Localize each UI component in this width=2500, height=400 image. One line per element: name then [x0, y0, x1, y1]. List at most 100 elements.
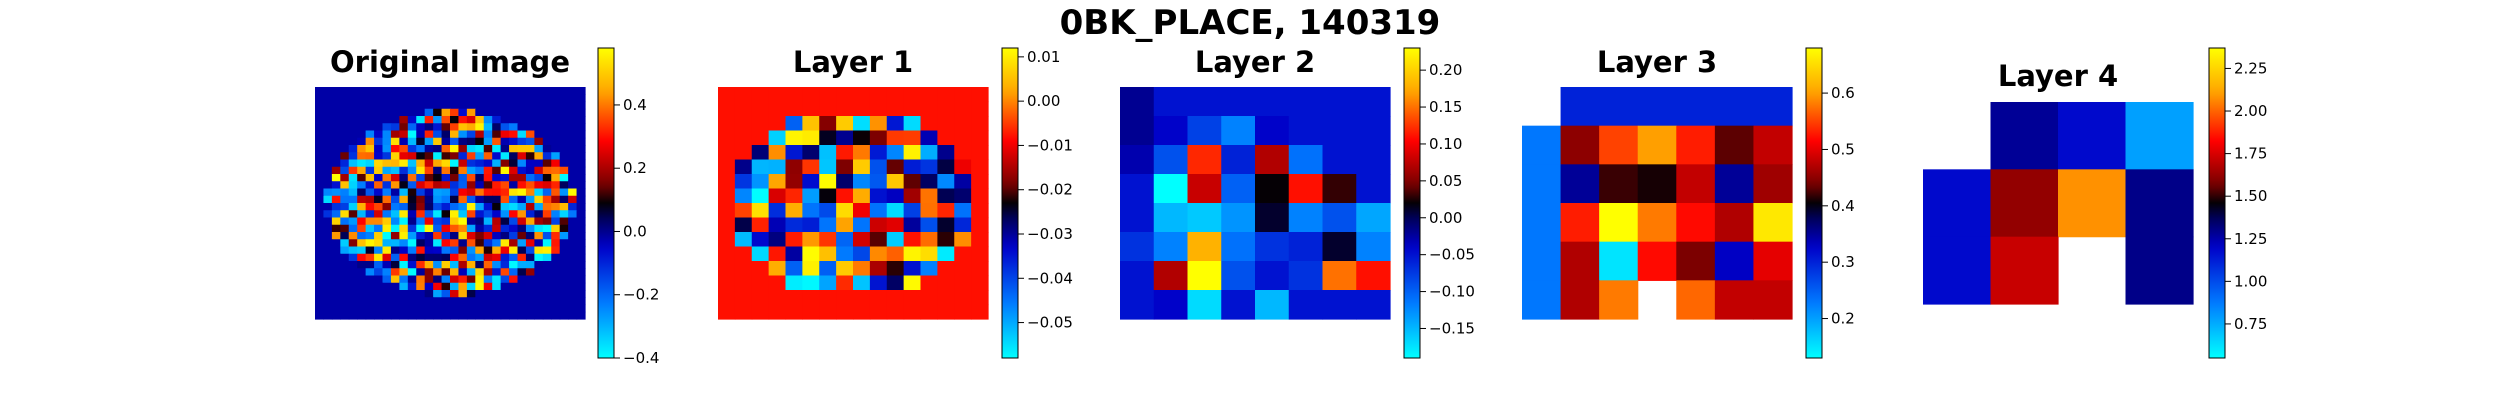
heatmap-cell	[492, 108, 502, 117]
colorbar-tick-label: −0.03	[1027, 225, 1073, 243]
heatmap-cell	[568, 166, 578, 175]
heatmap-cell	[920, 101, 938, 117]
heatmap-cell	[517, 137, 527, 146]
panel-2: Layer 1 0.01 0.00 −0.01 −0.02 −0.03 −0.04 −0.05	[718, 45, 1073, 359]
heatmap-cell	[525, 152, 535, 161]
heatmap-cell	[920, 217, 938, 233]
heatmap-cell	[424, 232, 434, 240]
heatmap-cell	[340, 217, 350, 226]
heatmap-cell	[441, 311, 451, 320]
heatmap-cell	[374, 217, 384, 226]
heatmap-cell	[323, 195, 333, 204]
heatmap-cell	[551, 268, 561, 277]
heatmap-cell	[920, 116, 938, 132]
heatmap-cell	[492, 246, 502, 255]
heatmap-cell	[751, 159, 770, 175]
heatmap-cell	[374, 101, 384, 110]
heatmap-cell	[768, 101, 787, 117]
heatmap-cell	[433, 297, 443, 306]
heatmap-cell	[1221, 203, 1256, 233]
heatmap-cell	[357, 181, 367, 190]
heatmap-cell	[1187, 174, 1222, 204]
heatmap-cell	[1187, 261, 1222, 291]
heatmap-cell	[315, 290, 325, 298]
heatmap-cell	[348, 130, 358, 139]
heatmap-cell	[500, 181, 510, 190]
heatmap-cell	[492, 188, 502, 197]
heatmap-cell	[416, 166, 426, 175]
heatmap-cell	[920, 159, 938, 175]
heatmap-cell	[433, 253, 443, 262]
heatmap-cell	[2125, 102, 2194, 170]
heatmap-cell	[525, 101, 535, 110]
heatmap-cell	[492, 152, 502, 161]
heatmap-cell	[416, 311, 426, 320]
heatmap-cell	[357, 232, 367, 240]
heatmap-cell	[399, 304, 409, 313]
heatmap-cell	[500, 232, 510, 240]
heatmap-cell	[365, 137, 375, 146]
heatmap-cell	[920, 188, 938, 204]
heatmap-cell	[525, 261, 535, 269]
heatmap-cell	[483, 297, 493, 306]
heatmap-cell	[517, 253, 527, 262]
heatmap-cell	[551, 87, 561, 95]
heatmap-cell	[357, 188, 367, 197]
heatmap-cell	[475, 246, 485, 255]
heatmap-cell	[390, 282, 400, 291]
heatmap-cell	[348, 232, 358, 240]
heatmap-cell	[517, 101, 527, 110]
heatmap-cell	[1599, 241, 1639, 281]
heatmap-cell	[534, 152, 544, 161]
heatmap-cell	[424, 203, 434, 211]
heatmap-cell	[390, 174, 400, 182]
heatmap-cell	[331, 87, 341, 95]
heatmap-cell	[382, 290, 392, 298]
heatmap-cell	[534, 311, 544, 320]
heatmap-cell	[937, 116, 955, 132]
heatmap-cell	[390, 275, 400, 284]
heatmap-cell	[357, 94, 367, 103]
heatmap-cell	[500, 290, 510, 298]
heatmap-cell	[853, 101, 871, 117]
heatmap-cell	[1322, 174, 1357, 204]
heatmap-cell	[903, 130, 922, 146]
heatmap-cell	[441, 261, 451, 269]
heatmap-cell	[323, 232, 333, 240]
heatmap-cell	[568, 253, 578, 262]
heatmap-cell	[542, 195, 552, 204]
heatmap-cell	[365, 152, 375, 161]
heatmap-cell	[348, 108, 358, 117]
heatmap-cell	[475, 239, 485, 248]
heatmap-cell	[390, 159, 400, 168]
heatmap-cell	[433, 130, 443, 139]
heatmap-cell	[768, 130, 787, 146]
heatmap-cell	[542, 253, 552, 262]
colorbar-tick-label: 0.2	[1831, 310, 1855, 328]
heatmap-cell	[525, 137, 535, 146]
heatmap-cell	[903, 116, 922, 132]
heatmap-cell	[551, 166, 561, 175]
heatmap-cell	[475, 123, 485, 132]
heatmap-cell	[323, 123, 333, 132]
heatmap-cell	[576, 188, 586, 197]
heatmap-cell	[954, 217, 972, 233]
heatmap-cell	[551, 203, 561, 211]
colorbar-tick-label: 1.00	[2234, 272, 2267, 290]
heatmap-cell	[407, 203, 417, 211]
heatmap-cell	[331, 261, 341, 269]
heatmap-cell	[551, 290, 561, 298]
heatmap-cell	[365, 188, 375, 197]
heatmap-cell	[509, 217, 519, 226]
heatmap-cell	[920, 174, 938, 190]
heatmap-cell	[718, 246, 736, 262]
heatmap-cell	[374, 203, 384, 211]
heatmap-cell	[407, 232, 417, 240]
heatmap-cell	[500, 275, 510, 284]
heatmap-cell	[802, 101, 820, 117]
heatmap-cell	[534, 195, 544, 204]
heatmap-cell	[1676, 280, 1716, 320]
heatmap-cell	[517, 224, 527, 233]
heatmap-cell	[390, 253, 400, 262]
heatmap-cell	[492, 145, 502, 153]
